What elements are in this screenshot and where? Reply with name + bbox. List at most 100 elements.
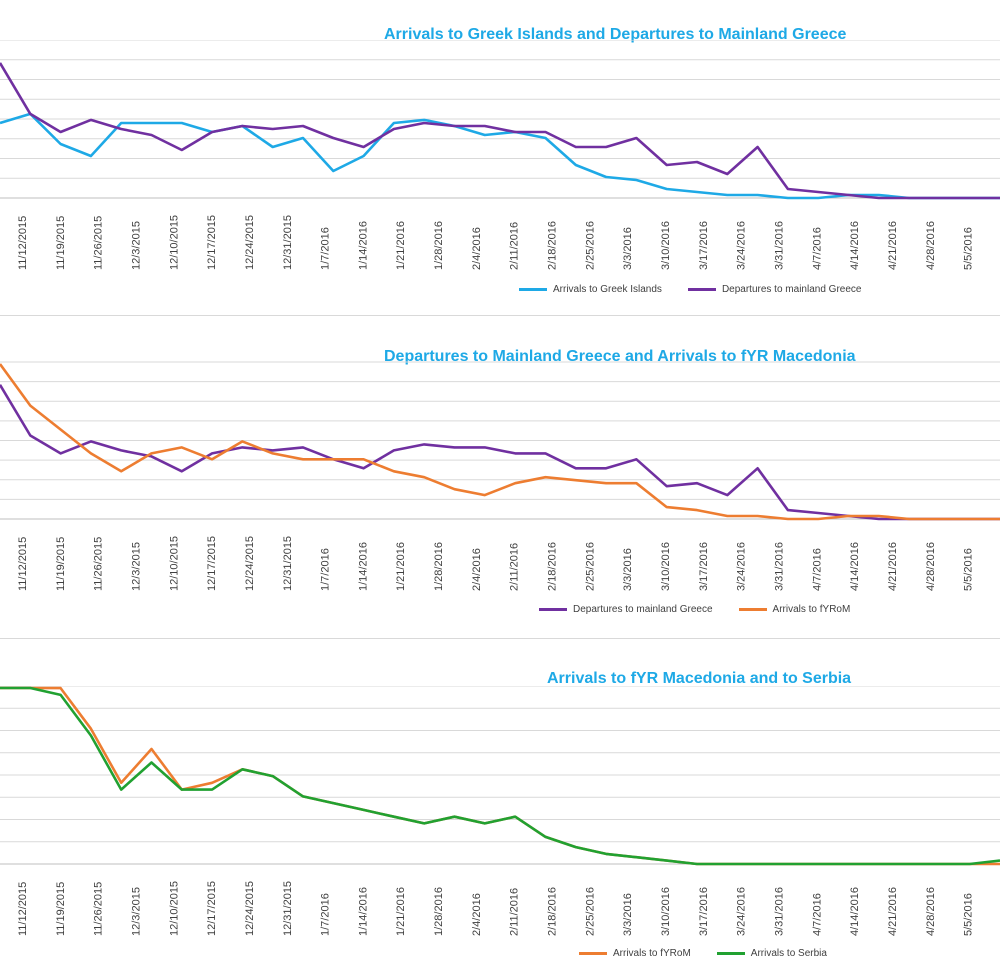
- x-tick-label: 2/11/2016: [509, 543, 521, 591]
- legend-label: Arrivals to Greek Islands: [553, 284, 662, 295]
- x-tick-label: 3/17/2016: [698, 887, 710, 936]
- x-tick-label: 3/17/2016: [698, 542, 710, 591]
- legend-swatch: [519, 288, 547, 291]
- x-tick-label: 3/24/2016: [736, 221, 748, 270]
- x-tick-label: 4/21/2016: [887, 542, 899, 591]
- x-tick-label: 2/18/2016: [547, 887, 559, 936]
- x-tick-label: 11/26/2015: [93, 216, 105, 270]
- legend-swatch: [687, 288, 716, 291]
- chart-panel-serbia-arrivals: Arrivals to fYR Macedonia and to Serbia …: [0, 634, 1000, 959]
- x-tick-label: 3/31/2016: [773, 887, 785, 936]
- x-tick-label: 3/3/2016: [622, 893, 634, 936]
- x-tick-label: 3/24/2016: [736, 887, 748, 936]
- legend-swatch: [539, 608, 567, 611]
- x-tick-label: 4/14/2016: [849, 221, 861, 270]
- x-tick-label: 11/19/2015: [55, 537, 67, 591]
- x-tick-label: 4/21/2016: [887, 887, 899, 936]
- series-line-0: [0, 686, 1000, 866]
- chart-legend: Arrivals to Greek Islands Departures to …: [519, 284, 861, 295]
- panel-separator: [0, 638, 1000, 639]
- x-tick-label: 12/17/2015: [206, 536, 218, 591]
- x-tick-label: 1/14/2016: [357, 887, 369, 936]
- legend-item-arrivals-greek-islands: Arrivals to Greek Islands: [519, 284, 662, 295]
- top-axis-fragment: [0, 0, 1000, 14]
- x-tick-label: 2/11/2016: [509, 888, 521, 936]
- legend-swatch: [738, 608, 767, 611]
- x-tick-label: 3/3/2016: [622, 548, 634, 591]
- line-chart-plot-area: 11/12/2015 11/19/2015 11/26/2015 12/3/2015 1…: [0, 361, 1000, 591]
- gridlines: [0, 686, 1000, 865]
- x-tick-label: 3/24/2016: [736, 542, 748, 591]
- x-tick-label: 2/4/2016: [471, 227, 483, 270]
- legend-item-arrivals-serbia: Arrivals to Serbia: [716, 948, 827, 959]
- x-tick-label: 1/28/2016: [433, 542, 445, 591]
- x-tick-label: 2/25/2016: [584, 221, 596, 270]
- x-tick-label: 3/10/2016: [660, 221, 672, 270]
- gridlines: [0, 361, 1000, 520]
- x-tick-label: 12/10/2015: [168, 536, 180, 591]
- x-tick-label: 1/14/2016: [357, 221, 369, 270]
- x-tick-label: 4/7/2016: [811, 548, 823, 591]
- x-tick-label: 2/11/2016: [509, 222, 521, 270]
- legend-label: Departures to mainland Greece: [573, 604, 713, 615]
- x-tick-label: 11/26/2015: [93, 882, 105, 936]
- x-tick-label: 1/28/2016: [433, 887, 445, 936]
- x-tick-label: 12/3/2015: [130, 221, 142, 270]
- x-tick-label: 12/31/2015: [282, 536, 294, 591]
- chart-title: Arrivals to fYR Macedonia and to Serbia: [547, 670, 852, 687]
- x-tick-label: 11/12/2015: [17, 882, 29, 936]
- x-tick-label: 3/10/2016: [660, 887, 672, 936]
- chart-legend: Arrivals to fYRoM Arrivals to Serbia: [579, 948, 827, 959]
- x-tick-label: 5/5/2016: [963, 548, 975, 591]
- legend-label: Arrivals to fYRoM: [613, 948, 691, 959]
- x-tick-label: 12/10/2015: [168, 215, 180, 270]
- x-tick-label: 4/14/2016: [849, 887, 861, 936]
- legend-label: Arrivals to Serbia: [750, 948, 827, 959]
- x-tick-label: 12/24/2015: [244, 881, 256, 936]
- x-tick-label: 12/10/2015: [168, 881, 180, 936]
- gridlines: [0, 40, 1000, 199]
- x-tick-label: 12/24/2015: [244, 215, 256, 270]
- legend-label: Departures to mainland Greece: [721, 284, 862, 295]
- x-tick-label: 4/28/2016: [925, 542, 937, 591]
- series-line-0: [0, 384, 1000, 521]
- chart-title: Arrivals to Greek Islands and Departures…: [384, 26, 847, 43]
- x-tick-label: 2/4/2016: [471, 893, 483, 936]
- x-tick-label: 1/21/2016: [395, 542, 407, 591]
- x-tick-label: 11/12/2015: [17, 216, 29, 270]
- x-tick-label: 11/26/2015: [93, 537, 105, 591]
- x-tick-label: 1/28/2016: [433, 221, 445, 270]
- x-tick-label: 12/17/2015: [206, 881, 218, 936]
- chart-panel-greek-islands: Arrivals to Greek Islands and Departures…: [0, 0, 1000, 312]
- x-tick-label: 4/28/2016: [925, 221, 937, 270]
- x-tick-label: 12/3/2015: [130, 542, 142, 591]
- legend-swatch: [579, 952, 607, 955]
- x-tick-label: 2/4/2016: [471, 548, 483, 591]
- x-tick-label: 1/14/2016: [357, 542, 369, 591]
- x-tick-label: 4/7/2016: [811, 227, 823, 270]
- series-line-1: [0, 363, 1000, 521]
- x-tick-label: 3/31/2016: [773, 221, 785, 270]
- x-tick-label: 4/28/2016: [925, 887, 937, 936]
- x-tick-label: 4/14/2016: [849, 542, 861, 591]
- x-tick-label: 1/21/2016: [395, 221, 407, 270]
- series-line-0: [0, 112, 1000, 200]
- x-tick-label: 4/21/2016: [887, 221, 899, 270]
- legend-item-arrivals-fyrom: Arrivals to fYRoM: [579, 948, 691, 959]
- x-tick-label: 12/24/2015: [244, 536, 256, 591]
- x-tick-label: 3/3/2016: [622, 227, 634, 270]
- x-tick-label: 12/17/2015: [206, 215, 218, 270]
- x-tick-label: 5/5/2016: [963, 227, 975, 270]
- x-tick-label: 12/3/2015: [130, 887, 142, 936]
- x-tick-label: 2/18/2016: [547, 221, 559, 270]
- x-tick-label: 3/10/2016: [660, 542, 672, 591]
- x-tick-label: 2/18/2016: [547, 542, 559, 591]
- x-tick-label: 5/5/2016: [963, 893, 975, 936]
- x-tick-label: 11/19/2015: [55, 882, 67, 936]
- legend-label: Arrivals to fYRoM: [772, 604, 851, 615]
- legend-item-arrivals-fyrom: Arrivals to fYRoM: [738, 604, 851, 615]
- x-tick-label: 1/21/2016: [395, 887, 407, 936]
- chart-panel-fyrom-arrivals: Departures to Mainland Greece and Arriva…: [0, 312, 1000, 634]
- line-chart-plot-area: 11/12/2015 11/19/2015 11/26/2015 12/3/2015 1…: [0, 686, 1000, 936]
- x-tick-label: 12/31/2015: [282, 215, 294, 270]
